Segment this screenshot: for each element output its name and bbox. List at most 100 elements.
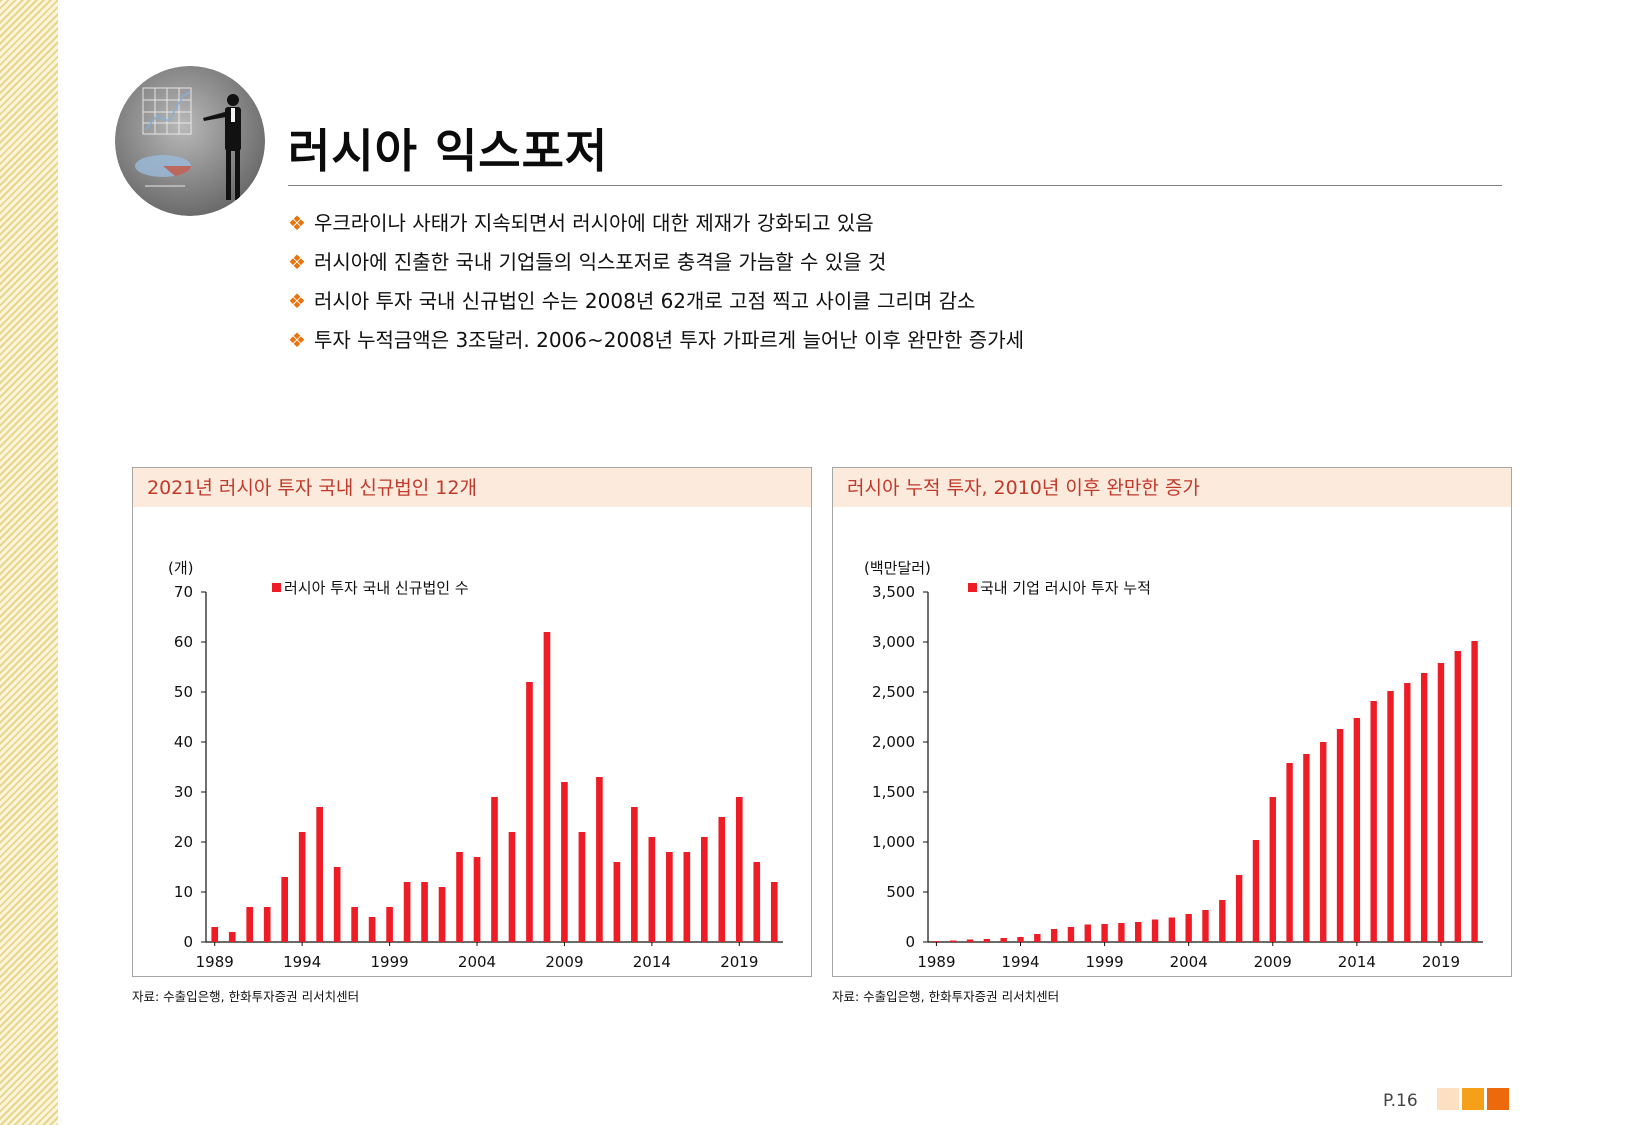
bar-2011: [596, 777, 603, 942]
bar-1999: [1101, 924, 1108, 942]
presenter-illustration-graphic: [115, 66, 265, 216]
bar-1991: [246, 907, 254, 942]
diamond-bullet-icon: ❖: [288, 250, 306, 274]
bar-2008: [543, 632, 551, 942]
diamond-bullet-icon: ❖: [288, 211, 306, 235]
bar-2016: [1387, 691, 1394, 942]
bar-1994: [1017, 937, 1024, 942]
x-tick-label: 1999: [370, 953, 408, 971]
x-tick-label: 1994: [283, 953, 321, 971]
bar-2017: [700, 837, 708, 942]
bullet-text: 러시아에 진출한 국내 기업들의 익스포저로 충격을 가늠할 수 있을 것: [313, 250, 887, 274]
bar-1997: [1067, 927, 1075, 942]
bar-2006: [1219, 900, 1226, 942]
x-tick-label: 2019: [1422, 953, 1460, 971]
y-tick-label: 0: [183, 933, 193, 951]
bar-2019: [1437, 663, 1445, 942]
y-tick-label: 60: [174, 633, 193, 651]
legend-label: 국내 기업 러시아 투자 누적: [980, 579, 1151, 597]
bullet-text: 투자 누적금액은 3조달러. 2006~2008년 투자 가파르게 늘어난 이후…: [313, 328, 1024, 352]
bar-2007: [1235, 875, 1243, 942]
bar-2014: [648, 837, 656, 942]
bar-2003: [1168, 917, 1176, 942]
bar-2006: [508, 832, 516, 942]
bullet-text: 우크라이나 사태가 지속되면서 러시아에 대한 제재가 강화되고 있음: [313, 211, 874, 235]
bar-2012: [1320, 742, 1327, 942]
x-tick-label: 2009: [1254, 953, 1292, 971]
x-tick-label: 1999: [1085, 953, 1123, 971]
bar-2020: [753, 862, 761, 942]
bar-2004: [473, 857, 481, 942]
bar-2021: [1471, 641, 1478, 942]
bar-2012: [613, 862, 621, 942]
x-tick-label: 2004: [1170, 953, 1208, 971]
y-tick-label: 3,000: [872, 633, 915, 651]
bar-1993: [1000, 938, 1007, 942]
bar-1997: [351, 907, 358, 942]
bar-1994: [298, 832, 306, 942]
page-title: 러시아 익스포저: [288, 124, 609, 178]
bar-2018: [1420, 673, 1428, 942]
y-tick-label: 20: [174, 833, 193, 851]
y-axis-unit-label: (백만달러): [864, 559, 931, 577]
bar-2004: [1185, 914, 1192, 942]
bar-1989: [211, 927, 219, 942]
x-tick-label: 2009: [545, 953, 583, 971]
bar-2019: [735, 797, 743, 942]
decorative-square: [1437, 1088, 1459, 1110]
y-axis-unit-label: (개): [168, 559, 194, 577]
bar-2007: [526, 682, 533, 942]
bar-2001: [1135, 922, 1142, 942]
bar-1995: [1034, 934, 1041, 942]
x-tick-label: 1989: [917, 953, 955, 971]
bullet-item: ❖ 러시아 투자 국내 신규법인 수는 2008년 62개로 고점 찍고 사이클 …: [288, 286, 1024, 325]
bar-1998: [1084, 924, 1091, 942]
bar-chart-new-subsidiaries: (개) 0 10 20 30 40 50 60 70 1989 1994 1999 2004 2009 20…: [168, 559, 783, 971]
bar-2001: [421, 882, 428, 942]
bar-2000: [1118, 923, 1125, 942]
bar-1990: [950, 940, 957, 942]
x-tick-label: 1989: [196, 953, 234, 971]
bar-1993: [281, 877, 289, 942]
x-tick-label: 2004: [458, 953, 496, 971]
bar-2017: [1404, 683, 1411, 942]
legend-label: 러시아 투자 국내 신규법인 수: [284, 579, 469, 597]
bar-2013: [1336, 729, 1344, 942]
y-tick-label: 500: [886, 883, 915, 901]
chart-panel-cumulative-investment: 러시아 누적 투자, 2010년 이후 완만한 증가 (백만달러) 0 500 1,0…: [832, 467, 1512, 977]
y-tick-label: 3,500: [872, 583, 915, 601]
bar-1999: [386, 907, 393, 942]
decorative-square: [1487, 1088, 1509, 1110]
bar-2020: [1454, 651, 1461, 942]
bar-1998: [368, 917, 376, 942]
bar-2013: [631, 807, 638, 942]
bullet-item: ❖ 우크라이나 사태가 지속되면서 러시아에 대한 제재가 강화되고 있음: [288, 208, 1024, 247]
bar-2011: [1303, 754, 1310, 942]
chart-header: 러시아 누적 투자, 2010년 이후 완만한 증가: [833, 468, 1511, 507]
bar-1996: [1050, 929, 1058, 942]
diamond-bullet-icon: ❖: [288, 328, 306, 352]
page-number: P.16: [1383, 1091, 1418, 1111]
title-divider: [288, 185, 1502, 186]
decorative-side-stripe: [0, 0, 58, 1125]
bar-2014: [1353, 718, 1361, 942]
bar-2018: [718, 817, 726, 942]
bar-2000: [403, 882, 411, 942]
chart-header: 2021년 러시아 투자 국내 신규법인 12개: [133, 468, 811, 507]
x-tick-label: 2014: [1338, 953, 1376, 971]
bullet-item: ❖ 투자 누적금액은 3조달러. 2006~2008년 투자 가파르게 늘어난 이…: [288, 325, 1024, 364]
legend-swatch: [272, 583, 281, 592]
bar-2015: [666, 852, 673, 942]
y-tick-label: 2,500: [872, 683, 915, 701]
y-tick-label: 70: [174, 583, 193, 601]
bar-chart-cumulative-investment: (백만달러) 0 500 1,000 1,500 2,000 2,500 3,000 3,500…: [864, 559, 1483, 971]
source-note: 자료: 수출입은행, 한화투자증권 리서치센터: [132, 989, 360, 1004]
bar-2002: [438, 887, 446, 942]
bar-2009: [561, 782, 568, 942]
diamond-bullet-icon: ❖: [288, 289, 306, 313]
bar-1989: [933, 941, 940, 942]
bar-2010: [1286, 763, 1293, 942]
bar-1995: [316, 807, 323, 942]
bar-2016: [683, 852, 691, 942]
bar-2008: [1252, 840, 1260, 942]
